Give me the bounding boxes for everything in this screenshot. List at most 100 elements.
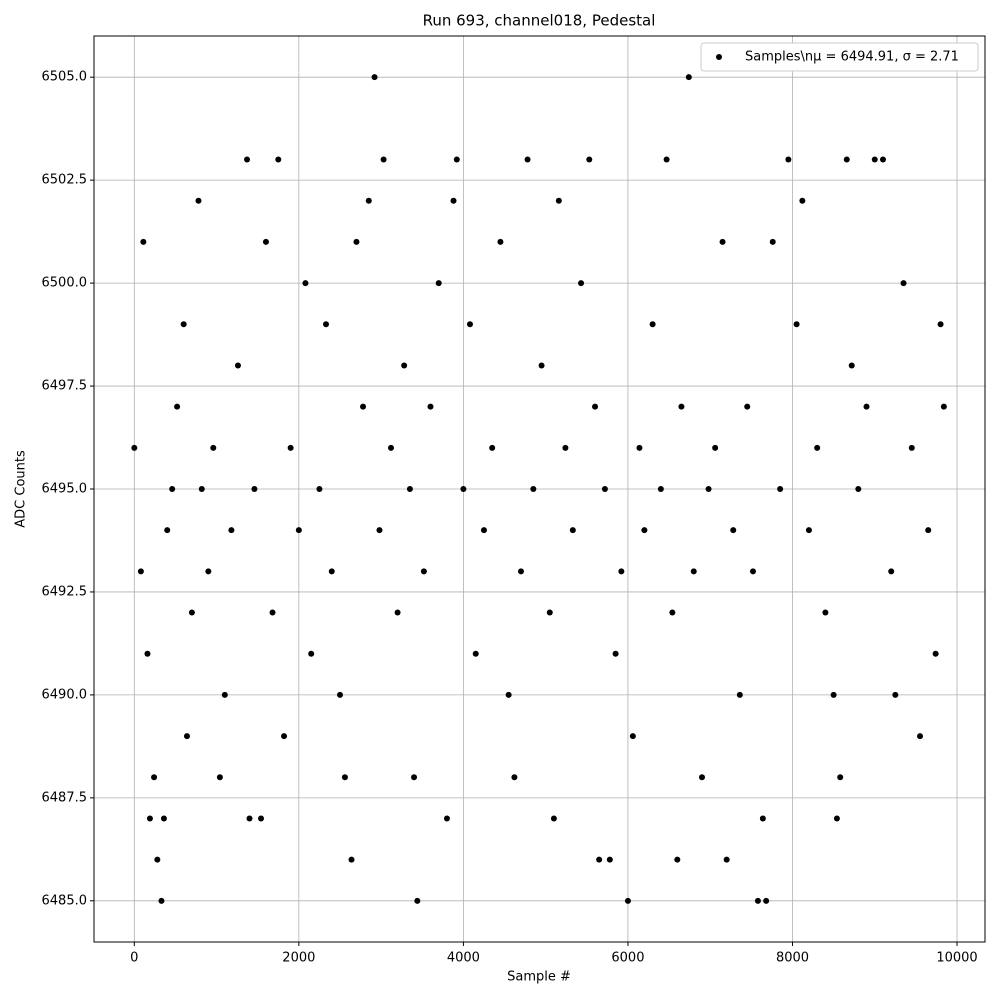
point: [940, 403, 947, 410]
point: [244, 156, 251, 163]
point: [855, 486, 862, 492]
y-tick-label: 6502.5: [42, 173, 88, 188]
point: [365, 197, 372, 204]
point: [705, 486, 712, 492]
point: [530, 486, 537, 492]
point: [411, 774, 418, 781]
point: [180, 321, 187, 328]
point: [830, 691, 837, 698]
point: [466, 321, 473, 328]
y-tick-label: 6485.0: [42, 893, 88, 908]
point: [674, 856, 681, 863]
point: [198, 486, 205, 492]
point: [221, 691, 228, 698]
point: [848, 362, 855, 369]
point: [348, 856, 355, 863]
point: [698, 774, 705, 781]
point: [749, 568, 756, 575]
point: [406, 486, 413, 492]
point: [618, 568, 625, 575]
point: [586, 156, 593, 163]
point: [550, 815, 557, 822]
point: [188, 609, 195, 616]
point: [601, 486, 608, 492]
point: [805, 527, 812, 534]
point: [657, 486, 664, 492]
point: [295, 527, 302, 534]
point: [341, 774, 348, 781]
point: [216, 774, 223, 781]
x-tick-label: 6000: [611, 951, 644, 966]
y-tick-label: 6490.0: [42, 687, 88, 702]
point: [629, 733, 636, 740]
point: [843, 156, 850, 163]
point: [596, 856, 603, 863]
point: [822, 609, 829, 616]
y-tick-label: 6495.0: [42, 482, 88, 497]
point: [443, 815, 450, 822]
point: [723, 856, 730, 863]
point: [388, 444, 394, 451]
point: [158, 897, 165, 904]
legend-marker: [716, 54, 722, 60]
point: [932, 650, 939, 657]
chart-title: Run 693, channel018, Pedestal: [423, 12, 656, 30]
point: [336, 691, 343, 698]
point: [863, 403, 870, 410]
point: [427, 403, 434, 410]
point: [879, 156, 886, 163]
point: [394, 609, 401, 616]
point: [925, 527, 932, 534]
point: [538, 362, 545, 369]
x-axis-label: Sample #: [507, 970, 571, 985]
point: [888, 568, 895, 575]
point: [871, 156, 878, 163]
point: [380, 156, 387, 163]
point: [555, 197, 562, 204]
point: [649, 321, 656, 328]
point: [183, 733, 190, 740]
point: [546, 609, 553, 616]
point: [569, 527, 576, 534]
point: [612, 650, 619, 657]
y-axis-label: ADC Counts: [14, 450, 29, 528]
point: [759, 815, 766, 822]
point: [592, 403, 599, 410]
point: [420, 568, 427, 575]
point: [169, 486, 176, 492]
plot-frame: [93, 35, 986, 943]
x-tick-label: 2000: [282, 951, 315, 966]
point: [234, 362, 241, 369]
point: [151, 774, 158, 781]
point: [164, 527, 171, 534]
point: [562, 444, 569, 451]
point: [328, 568, 335, 575]
point: [900, 280, 907, 287]
point: [228, 527, 235, 534]
point: [258, 815, 265, 822]
point: [174, 403, 181, 410]
y-tick-label: 6505.0: [42, 70, 88, 85]
point: [144, 650, 151, 657]
point: [414, 897, 421, 904]
point: [287, 444, 294, 451]
point: [308, 650, 315, 657]
point: [460, 486, 467, 492]
point: [744, 403, 751, 410]
point: [505, 691, 512, 698]
point: [908, 444, 915, 451]
point: [606, 856, 613, 863]
point: [517, 568, 524, 575]
y-tick-label: 6487.5: [42, 790, 88, 805]
point: [814, 444, 821, 451]
point: [262, 238, 269, 245]
legend-box: [700, 42, 979, 72]
point: [450, 197, 457, 204]
point: [472, 650, 479, 657]
point: [146, 815, 153, 822]
point: [837, 774, 844, 781]
x-tick-label: 8000: [776, 951, 809, 966]
point: [685, 74, 692, 81]
